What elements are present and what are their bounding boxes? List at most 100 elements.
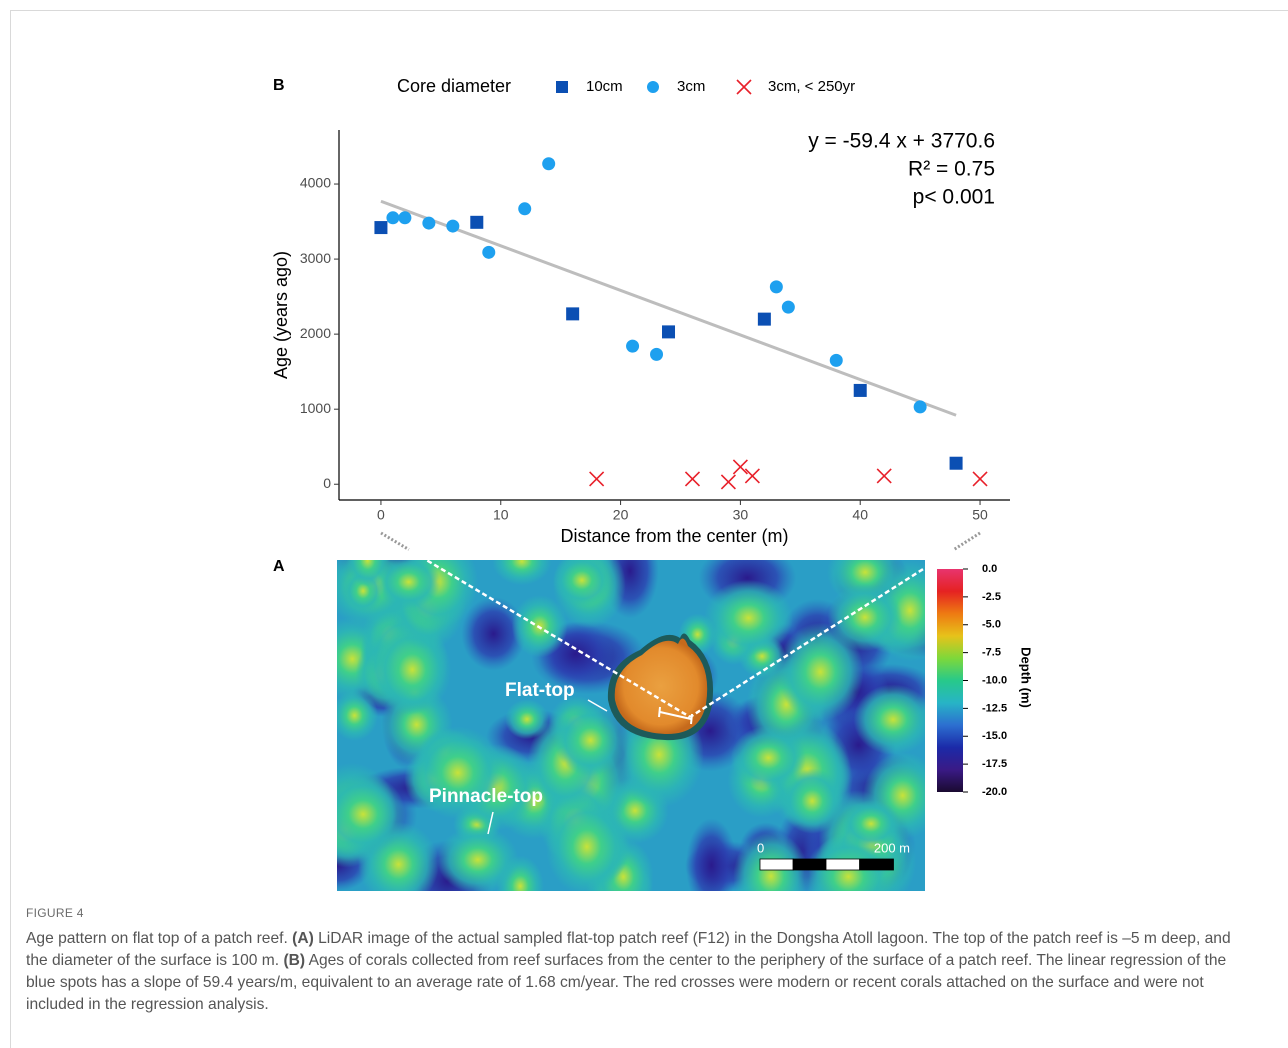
annotation: y = -59.4 x + 3770.6 — [808, 130, 995, 153]
point — [829, 353, 843, 367]
scale-segment — [825, 858, 860, 871]
point — [949, 456, 963, 470]
reef-mound — [337, 773, 406, 855]
point — [769, 280, 783, 294]
flat-top-reef — [614, 638, 708, 735]
point — [781, 300, 795, 314]
point — [386, 211, 400, 225]
reef-mound — [703, 579, 794, 657]
colorbar-tick-label: -20.0 — [982, 786, 1007, 798]
reef-mound — [730, 725, 807, 790]
connector — [380, 531, 410, 551]
reef-mound — [841, 800, 901, 848]
point — [684, 471, 701, 487]
point — [853, 383, 867, 397]
annotation: R² = 0.75 — [908, 158, 995, 181]
point — [542, 157, 556, 171]
y-tick-label: 0 — [323, 475, 331, 491]
connector — [953, 531, 981, 551]
legend-marker — [647, 81, 659, 93]
point — [518, 202, 532, 216]
y-tick-label: 4000 — [300, 175, 331, 191]
y-tick-label: 3000 — [300, 250, 331, 266]
transect-end — [690, 713, 693, 725]
scale-label: 200 m — [874, 840, 910, 855]
colorbar-tick-label: -2.5 — [982, 591, 1001, 603]
x-tick-label: 0 — [377, 507, 385, 523]
colorbar-tick-label: -10.0 — [982, 674, 1007, 686]
legend-label: 3cm, < 250yr — [768, 78, 855, 95]
reef-mound — [827, 583, 903, 652]
colorbar-title: Depth (m) — [1019, 647, 1034, 708]
annotation: p< 0.001 — [913, 186, 995, 209]
transect — [659, 711, 692, 720]
trend-line — [380, 199, 957, 417]
colorbar-tick-label: -7.5 — [982, 647, 1001, 659]
point — [732, 459, 748, 475]
reef-mound — [853, 684, 925, 755]
lidar-map — [337, 560, 925, 891]
colorbar-tick-label: -5.0 — [982, 619, 1001, 631]
point — [589, 471, 605, 487]
reef-mound — [545, 797, 628, 891]
point — [374, 221, 388, 235]
connector — [426, 559, 691, 719]
reef-mound — [412, 726, 504, 820]
colorbar-tick-label: -12.5 — [982, 702, 1007, 714]
panel-label: A — [273, 558, 285, 575]
label-leader — [587, 699, 608, 712]
caption-text: LiDAR image of the actual sampled flat-t… — [26, 930, 1231, 969]
legend-marker — [736, 79, 752, 95]
scale-segment — [792, 858, 827, 871]
caption-text: Ages of corals collected from reef surfa… — [26, 952, 1227, 1013]
colorbar-tick-label: -17.5 — [982, 758, 1007, 770]
x-tick-label: 30 — [733, 507, 749, 523]
y-axis-title: Age (years ago) — [271, 251, 291, 379]
point — [972, 471, 988, 487]
legend-label: 10cm — [586, 78, 623, 95]
point — [876, 468, 892, 484]
reef-mound — [505, 699, 549, 740]
scale-segment — [759, 858, 794, 871]
reef-mound — [492, 560, 552, 586]
x-tick-label: 20 — [613, 507, 629, 523]
map-label: Flat-top — [505, 680, 575, 701]
point — [446, 219, 460, 233]
y-tick-label: 1000 — [300, 400, 331, 416]
reef-mound — [781, 768, 844, 834]
reef-mound — [552, 560, 611, 607]
reef-mound — [346, 560, 390, 587]
panel-label: B — [273, 77, 285, 94]
y-tick-label: 2000 — [300, 325, 331, 341]
point — [913, 400, 927, 414]
point — [757, 312, 771, 326]
point — [422, 216, 436, 230]
point — [720, 474, 736, 490]
x-axis-title: Distance from the center (m) — [560, 526, 788, 546]
transect-end — [658, 706, 661, 718]
depression — [685, 818, 738, 891]
scale-segment — [859, 858, 894, 871]
x-tick-label: 10 — [493, 507, 509, 523]
reef-mound — [554, 704, 627, 777]
colorbar-tick-label: 0.0 — [982, 563, 997, 575]
legend-label: 3cm — [677, 78, 705, 95]
reef-mound — [437, 826, 519, 891]
legend-marker — [556, 81, 568, 93]
point — [662, 325, 676, 339]
caption: Age pattern on flat top of a patch reef.… — [26, 928, 1256, 1016]
legend-title: Core diameter — [397, 76, 511, 96]
reef-mound — [376, 560, 441, 609]
caption-bold: (A) — [292, 930, 314, 947]
point — [482, 245, 496, 259]
figure: B A Flat-top Pinnacle-top 0 200 m 0.0 -2.5 -5.… — [271, 76, 1034, 891]
caption-bold: (B) — [283, 952, 306, 969]
x-tick-label: 50 — [972, 507, 988, 523]
caption-label: FIGURE 4 — [26, 906, 84, 920]
scale-label: 0 — [757, 840, 764, 855]
colorbar-tick-label: -15.0 — [982, 730, 1007, 742]
point — [650, 347, 664, 361]
point — [470, 215, 484, 229]
colorbar — [937, 569, 963, 792]
